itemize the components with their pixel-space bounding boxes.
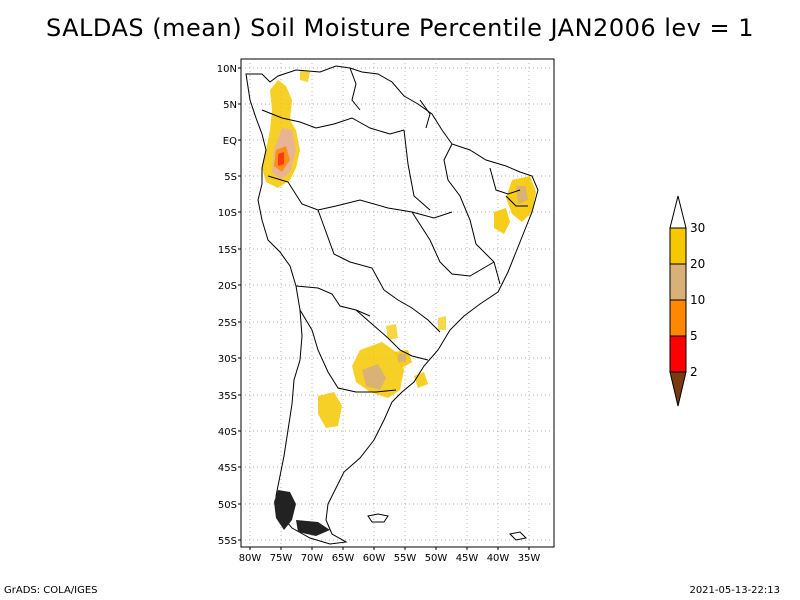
percentile-patches	[262, 70, 536, 428]
lon-label: 75W	[270, 553, 293, 564]
lon-label: 50W	[425, 553, 448, 564]
map-title: SALDAS (mean) Soil Moisture Percentile J…	[45, 14, 755, 42]
lon-label: 70W	[301, 553, 324, 564]
colorbar-bin-10-20	[669, 263, 687, 301]
colorbar-label-2: 2	[690, 365, 698, 379]
lon-label: 60W	[363, 553, 386, 564]
lat-label: 35S	[218, 391, 237, 402]
lon-label: 35W	[518, 553, 541, 564]
lon-label: 40W	[487, 553, 510, 564]
lat-label: 40S	[218, 427, 237, 438]
coastlines	[245, 65, 539, 545]
colorbar-label-5: 5	[690, 329, 698, 343]
lat-label: EQ	[223, 136, 237, 147]
lon-label: 80W	[239, 553, 262, 564]
lat-label: 10N	[217, 64, 237, 75]
colorbar-bottom-triangle	[669, 371, 687, 407]
footer-timestamp: 2021-05-13-22:13	[689, 585, 780, 596]
lat-label: 20S	[218, 281, 237, 292]
colorbar: 2 5 10 20 30	[669, 195, 705, 407]
colorbar-label-20: 20	[690, 257, 705, 271]
footer-grads-credit: GrADS: COLA/IGES	[4, 585, 98, 596]
lat-label: 50S	[218, 500, 237, 511]
lon-label: 45W	[456, 553, 479, 564]
lat-label: 30S	[218, 354, 237, 365]
lat-label: 10S	[218, 208, 237, 219]
latitude-labels: 10N 5N EQ 5S 10S 15S 20S 25S 30S 35S 40S 45S 50S 55S	[217, 64, 237, 547]
lat-label: 25S	[218, 318, 237, 329]
lat-label: 45S	[218, 463, 237, 474]
lon-label: 55W	[394, 553, 417, 564]
lat-label: 5N	[223, 100, 237, 111]
southern-islands	[274, 490, 330, 536]
colorbar-bin-5-10	[669, 299, 687, 337]
colorbar-top-triangle	[669, 195, 687, 229]
lat-label: 55S	[218, 536, 237, 547]
axis-ticks	[238, 67, 530, 550]
colorbar-bin-20-30	[669, 227, 687, 265]
colorbar-label-10: 10	[690, 293, 705, 307]
grid-lines	[241, 59, 554, 547]
colorbar-bin-2-5	[669, 335, 687, 373]
longitude-labels: 80W 75W 70W 65W 60W 55W 50W 45W 40W 35W	[239, 553, 541, 564]
colorbar-label-30: 30	[690, 221, 705, 235]
lat-label: 5S	[224, 172, 237, 183]
lon-label: 65W	[332, 553, 355, 564]
lat-label: 15S	[218, 245, 237, 256]
